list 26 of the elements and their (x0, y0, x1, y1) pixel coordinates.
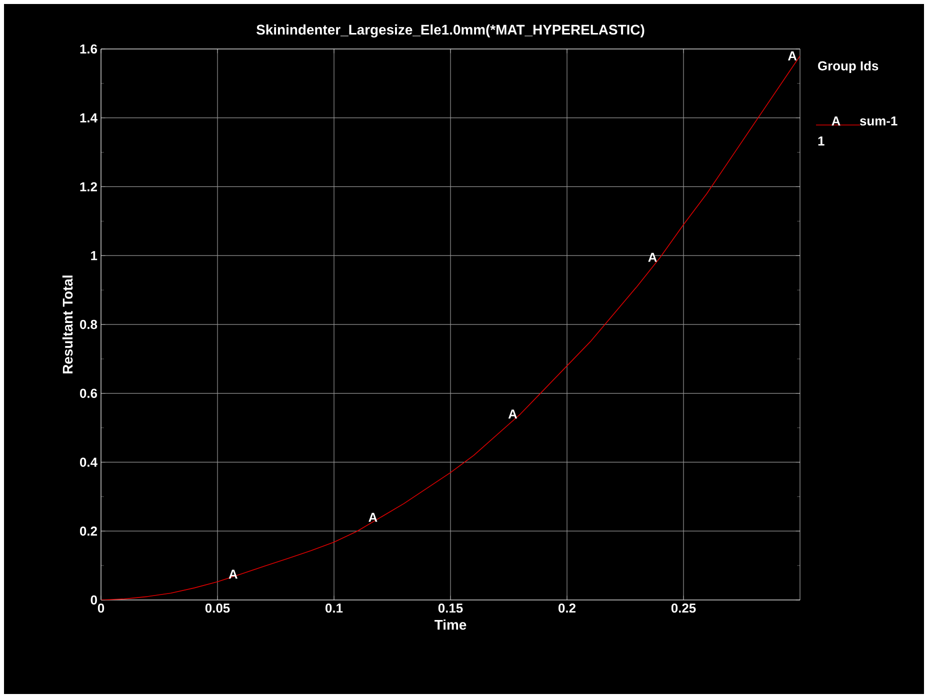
annotation: A (368, 512, 378, 522)
y-tick-label: 1.2 (80, 182, 97, 192)
text: 1 (818, 136, 824, 146)
y-tick-label: 1 (91, 251, 98, 260)
text: A (832, 116, 840, 126)
chart-title: Skinindenter_Largesize_Ele1.0mm(*MAT_HYPERELASTIC) (256, 24, 644, 38)
y-tick-label: 0 (90, 595, 97, 605)
y-tick-label: 0.4 (80, 458, 98, 467)
annotation: A (508, 410, 518, 418)
legend-title: Group Ids (818, 60, 878, 74)
annotation: A (788, 51, 797, 60)
y-tick-label: 1.4 (80, 113, 98, 122)
x-tick-label: 0.2 (558, 604, 576, 613)
x-tick-label: 0 (98, 604, 104, 613)
x-tick-label: 0.15 (438, 604, 463, 613)
y-axis-title: Resultant Total (62, 276, 73, 374)
y-tick-label: 1.6 (80, 44, 98, 54)
x-tick-label: 0.1 (326, 604, 343, 613)
x-tick-label: 0.25 (671, 604, 696, 613)
y-tick-label: 0.6 (80, 388, 98, 398)
x-axis-title: Time (434, 620, 466, 630)
annotation: A (648, 252, 657, 262)
y-tick-label: 0.2 (80, 526, 97, 536)
x-tick-label: 0.05 (205, 604, 230, 613)
legend-label: sum-1 (860, 116, 898, 126)
y-tick-label: 0.8 (80, 320, 98, 330)
